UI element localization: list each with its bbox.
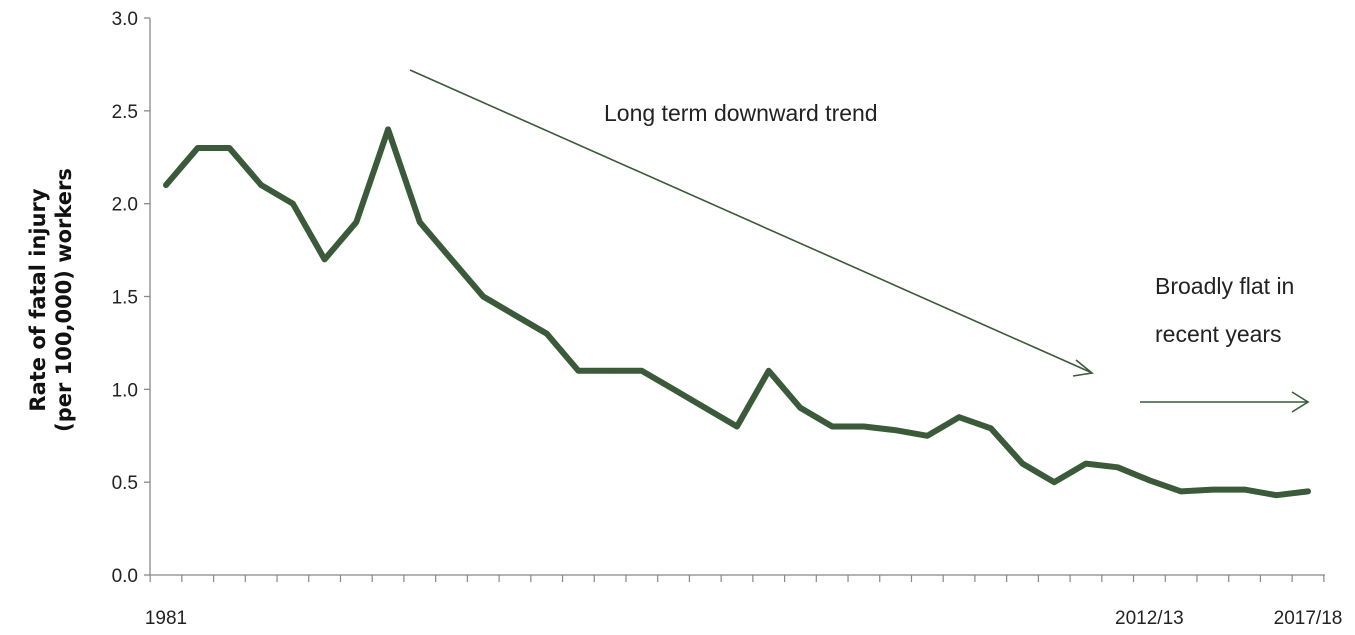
y-tick-label: 3.0 [112, 9, 138, 30]
y-tick-label: 2.5 [112, 102, 138, 123]
data-point [417, 219, 423, 225]
y-tick-label: 0.5 [112, 473, 138, 494]
y-tick-label: 2.0 [112, 195, 138, 216]
data-point [163, 182, 169, 188]
x-tick-label: 2012/13 [1115, 608, 1184, 629]
data-point [353, 219, 359, 225]
downward-trend-arrow [409, 69, 1091, 373]
data-point [766, 368, 772, 374]
data-point [1210, 487, 1216, 493]
data-point [639, 368, 645, 374]
data-point [1178, 488, 1184, 494]
y-axis-title-line-1: Rate of fatal injury [26, 188, 50, 411]
downward-trend-arrow-head [1072, 359, 1094, 377]
data-point [512, 312, 518, 318]
data-point [385, 126, 391, 132]
data-point [1273, 492, 1279, 498]
data-point [1242, 487, 1248, 493]
data-point [226, 145, 232, 151]
data-point [829, 423, 835, 429]
series-layer [163, 126, 1311, 499]
data-point [290, 201, 296, 207]
data-point [607, 368, 613, 374]
annotation-downward-trend: Long term downward trend [604, 100, 878, 126]
data-point [1020, 461, 1025, 467]
data-point [575, 368, 581, 374]
flat-trend-arrow-head [1291, 391, 1310, 413]
data-point [893, 427, 899, 433]
data-point [861, 423, 867, 429]
annotations: Long term downward trend Broadly flat in… [409, 69, 1310, 413]
data-point [1051, 479, 1057, 485]
annotation-flat-line-1: Broadly flat in [1155, 273, 1294, 299]
x-tick-label: 2017/18 [1274, 608, 1343, 629]
data-point [1305, 488, 1311, 494]
data-point [322, 256, 328, 262]
data-point [1115, 464, 1121, 470]
data-point [988, 425, 994, 431]
data-point [956, 414, 962, 420]
series-line-fatal-injury-rate [163, 126, 1311, 499]
data-point [797, 405, 803, 411]
data-point [449, 256, 454, 262]
data-point [1083, 461, 1089, 467]
y-axis: 0.0 0.5 1.0 1.5 2.0 2.5 3.0 [112, 9, 151, 587]
data-point [1146, 477, 1152, 483]
y-tick-label: 0.0 [112, 566, 138, 587]
data-point [258, 182, 264, 188]
y-tick-label: 1.5 [112, 288, 138, 309]
data-point [195, 145, 201, 151]
x-axis: 1981 2012/13 2017/18 [145, 574, 1343, 629]
data-point [924, 433, 930, 439]
data-point [734, 423, 740, 429]
data-point [544, 331, 550, 337]
x-tick-label: 1981 [145, 608, 187, 629]
annotation-flat-line-2: recent years [1155, 321, 1282, 347]
data-point [702, 405, 708, 411]
data-point [480, 294, 486, 299]
data-point [671, 386, 677, 392]
y-axis-title-line-2: (per 100,000) workers [52, 168, 76, 432]
y-tick-label: 1.0 [112, 380, 138, 401]
